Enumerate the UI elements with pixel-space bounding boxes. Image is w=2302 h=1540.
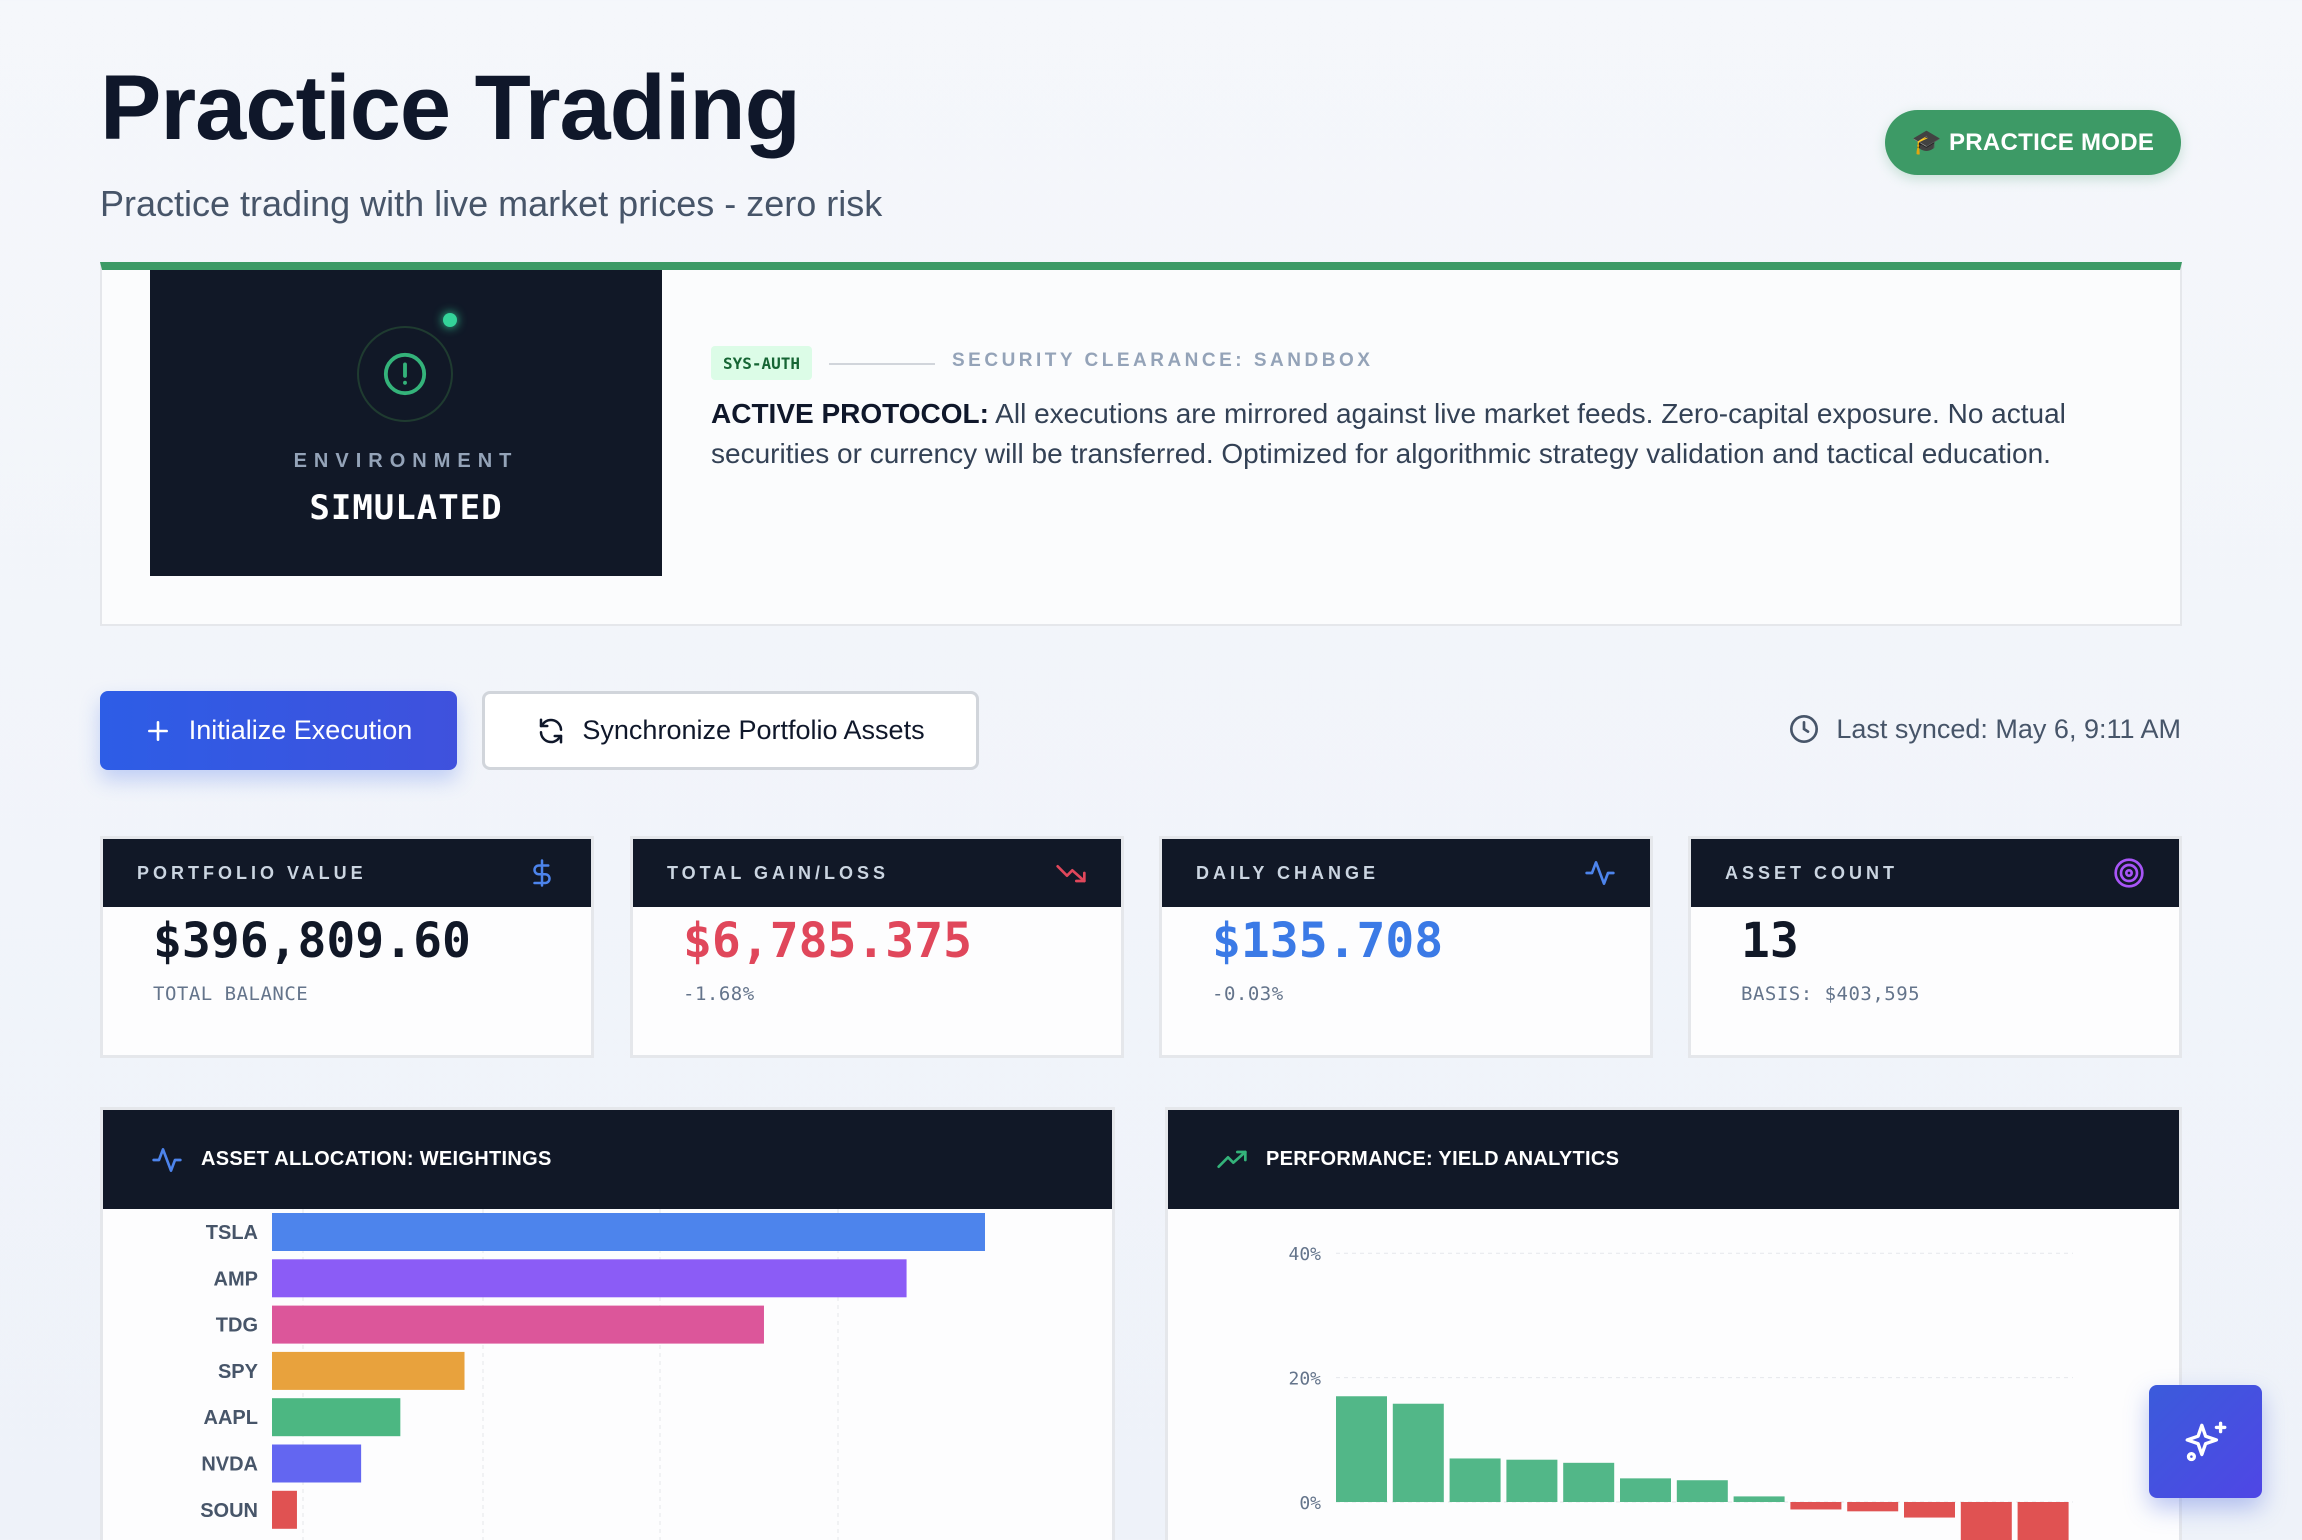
yield-bar bbox=[1790, 1502, 1842, 1510]
synchronize-portfolio-button[interactable]: Synchronize Portfolio Assets bbox=[482, 691, 979, 770]
stat-value: 13 bbox=[1741, 913, 1799, 969]
yield-bar bbox=[1620, 1478, 1671, 1502]
yield-bar bbox=[2017, 1502, 2069, 1540]
panel-header: ASSET ALLOCATION: WEIGHTINGS bbox=[103, 1110, 1112, 1209]
panel-header: PERFORMANCE: YIELD ANALYTICS bbox=[1168, 1110, 2179, 1209]
stat-subtext: -1.68% bbox=[683, 983, 755, 1005]
stat-card-header: PORTFOLIO VALUE bbox=[103, 839, 591, 907]
environment-panel: ENVIRONMENT SIMULATED bbox=[150, 270, 662, 576]
trending-up-icon bbox=[1217, 1150, 1247, 1168]
yield-bar bbox=[1506, 1459, 1558, 1502]
stat-value: $6,785.375 bbox=[683, 913, 972, 969]
allocation-bar bbox=[272, 1259, 907, 1298]
panel-title: PERFORMANCE: YIELD ANALYTICS bbox=[1266, 1148, 1620, 1170]
stat-label: PORTFOLIO VALUE bbox=[137, 862, 367, 883]
page-subtitle: Practice trading with live market prices… bbox=[100, 183, 883, 224]
last-synced-text: Last synced: May 6, 9:11 AM bbox=[1836, 713, 2181, 744]
environment-label: ENVIRONMENT bbox=[293, 450, 519, 472]
allocation-bar bbox=[272, 1490, 297, 1529]
security-clearance: SECURITY CLEARANCE: SANDBOX bbox=[952, 350, 1374, 371]
trending-down-icon bbox=[1056, 865, 1086, 883]
alert-circle-icon bbox=[383, 352, 427, 396]
clock-icon bbox=[1790, 715, 1819, 743]
y-tick-label: 40% bbox=[1288, 1244, 1321, 1265]
yield-bar bbox=[1676, 1480, 1728, 1502]
stat-label: DAILY CHANGE bbox=[1196, 862, 1380, 883]
yield-bar bbox=[1449, 1458, 1501, 1502]
stat-label: TOTAL GAIN/LOSS bbox=[667, 862, 890, 883]
y-tick-label: 0% bbox=[1299, 1493, 1321, 1514]
environment-status-ring bbox=[357, 326, 453, 422]
last-synced-status: Last synced: May 6, 9:11 AM bbox=[1788, 713, 2181, 745]
category-label: TSLA bbox=[206, 1222, 258, 1244]
page-title: Practice Trading bbox=[100, 57, 801, 159]
stat-card-header: DAILY CHANGE bbox=[1162, 839, 1650, 907]
yield-bar bbox=[1336, 1396, 1387, 1502]
protocol-body: All executions are mirrored against live… bbox=[711, 398, 2066, 469]
refresh-icon bbox=[540, 718, 563, 743]
environment-value: SIMULATED bbox=[309, 488, 503, 528]
stat-label: ASSET COUNT bbox=[1725, 862, 1899, 883]
ai-assistant-button[interactable] bbox=[2149, 1385, 2262, 1498]
yield-bar bbox=[1904, 1502, 1955, 1518]
sys-auth-tag: SYS-AUTH bbox=[711, 346, 813, 380]
dollar-icon bbox=[533, 859, 551, 887]
practice-mode-badge: 🎓 PRACTICE MODE bbox=[1885, 110, 2181, 175]
performance-bar-chart: 40% 20% 0% bbox=[1288, 1244, 2073, 1540]
y-tick-label: 20% bbox=[1288, 1369, 1321, 1390]
stat-card-header: ASSET COUNT bbox=[1691, 839, 2179, 907]
yield-bar bbox=[1960, 1502, 2012, 1540]
allocation-bar bbox=[272, 1398, 401, 1437]
yield-bar bbox=[1733, 1496, 1785, 1502]
allocation-bar bbox=[272, 1213, 985, 1251]
target-icon bbox=[2114, 858, 2144, 888]
stat-card-header: TOTAL GAIN/LOSS bbox=[633, 839, 1121, 907]
total-gain-loss-card: TOTAL GAIN/LOSS $6,785.375 -1.68% bbox=[630, 836, 1124, 1058]
category-label: TDG bbox=[216, 1315, 258, 1337]
activity-icon bbox=[152, 1147, 182, 1172]
divider bbox=[829, 363, 935, 365]
portfolio-value-card: PORTFOLIO VALUE $396,809.60 TOTAL BALANC… bbox=[100, 836, 594, 1058]
allocation-bar-chart: TSLA AMP TDG SPY AAPL NVDA SOUN bbox=[200, 1209, 985, 1540]
daily-change-card: DAILY CHANGE $135.708 -0.03% bbox=[1159, 836, 1653, 1058]
allocation-bar bbox=[272, 1351, 465, 1390]
yield-bar bbox=[1847, 1502, 1899, 1512]
performance-panel: PERFORMANCE: YIELD ANALYTICS 40% 20% 0% bbox=[1165, 1107, 2182, 1540]
category-label: AMP bbox=[214, 1268, 258, 1290]
sparkles-icon bbox=[2185, 1421, 2226, 1461]
plus-icon bbox=[147, 720, 168, 741]
initialize-execution-label: Initialize Execution bbox=[188, 715, 413, 745]
category-label: SPY bbox=[218, 1361, 259, 1383]
category-label: AAPL bbox=[204, 1407, 258, 1429]
initialize-execution-button[interactable]: Initialize Execution bbox=[100, 691, 457, 770]
asset-count-card: ASSET COUNT 13 BASIS: $403,595 bbox=[1688, 836, 2182, 1058]
yield-bar bbox=[1392, 1403, 1444, 1502]
allocation-bar bbox=[272, 1444, 362, 1483]
protocol-banner: ENVIRONMENT SIMULATED SYS-AUTH SECURITY … bbox=[100, 262, 2182, 626]
allocation-bar bbox=[272, 1305, 764, 1344]
category-label: NVDA bbox=[201, 1454, 258, 1476]
yield-bar bbox=[1563, 1462, 1615, 1502]
stat-subtext: TOTAL BALANCE bbox=[153, 983, 309, 1005]
status-indicator-dot bbox=[443, 313, 457, 327]
protocol-description: ACTIVE PROTOCOL: All executions are mirr… bbox=[711, 394, 2111, 474]
stat-subtext: BASIS: $403,595 bbox=[1741, 983, 1921, 1005]
protocol-title: ACTIVE PROTOCOL: bbox=[711, 398, 989, 429]
stat-value: $135.708 bbox=[1212, 913, 1444, 969]
activity-icon bbox=[1585, 861, 1615, 885]
synchronize-portfolio-label: Synchronize Portfolio Assets bbox=[582, 715, 925, 745]
stat-subtext: -0.03% bbox=[1212, 983, 1284, 1005]
panel-title: ASSET ALLOCATION: WEIGHTINGS bbox=[201, 1148, 552, 1170]
asset-allocation-panel: ASSET ALLOCATION: WEIGHTINGS TSLA AMP TDG S… bbox=[100, 1107, 1115, 1540]
stat-value: $396,809.60 bbox=[153, 913, 471, 969]
category-label: SOUN bbox=[200, 1500, 258, 1522]
